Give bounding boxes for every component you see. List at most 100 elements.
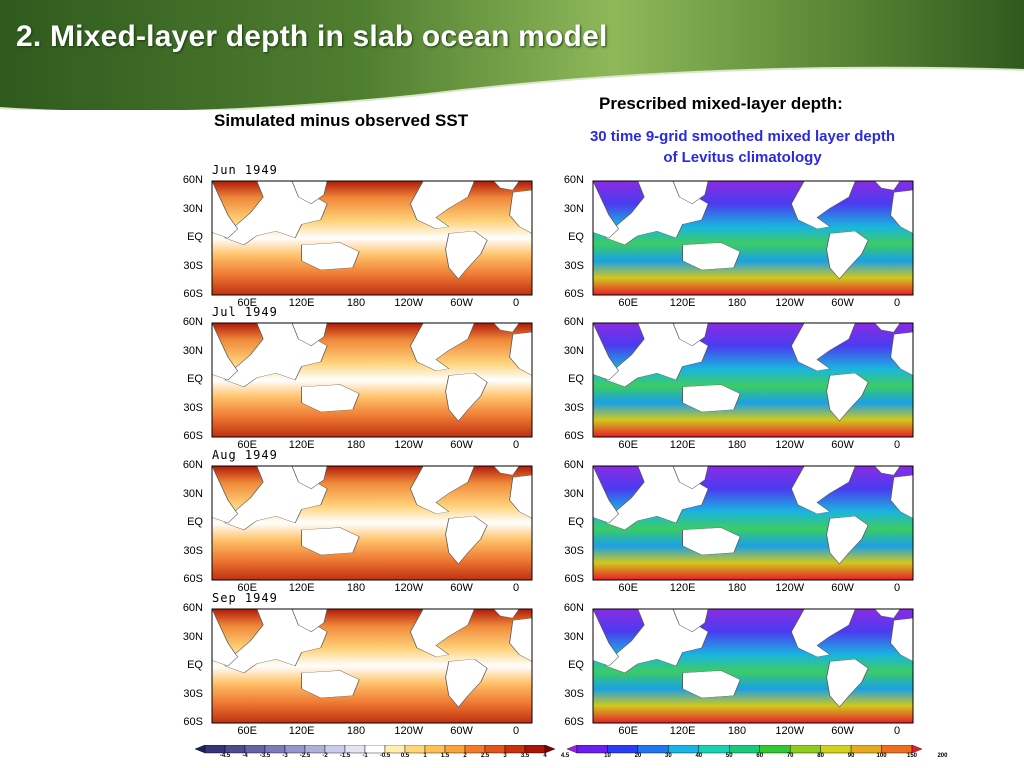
colorbar-tick-label: 70 xyxy=(786,753,794,759)
colorbar-segment xyxy=(484,744,506,754)
land-mask xyxy=(826,658,869,708)
colorbar-segment xyxy=(759,744,791,754)
lon-tick-label: 60E xyxy=(618,297,638,309)
mld-map-panel: 60N 30N EQ 30S 60S 60E 120E 180 120W 60W 0 xyxy=(548,591,928,745)
lon-tick-label: 0 xyxy=(512,582,520,594)
lon-tick-label: 120W xyxy=(775,439,805,451)
lat-tick-label: 60S xyxy=(564,573,584,585)
lon-tick-label: 0 xyxy=(893,582,901,594)
lat-tick-label: 30S xyxy=(564,544,584,557)
colorbar-segment xyxy=(444,744,466,754)
lon-tick-label: 120E xyxy=(669,582,696,594)
colorbar-graphic xyxy=(194,744,556,754)
lon-tick-label: 60E xyxy=(618,439,638,451)
map-frame xyxy=(211,180,533,296)
lon-tick-label: 0 xyxy=(893,725,901,737)
colorbar-tick-label: 20 xyxy=(634,753,642,759)
lon-tick-label: 60E xyxy=(237,439,257,451)
land-mask xyxy=(509,331,533,376)
land-mask xyxy=(682,384,741,413)
lat-tick-label: 60S xyxy=(183,288,203,300)
colorbar-tick-label: 0.5 xyxy=(400,753,410,759)
lon-tick-label: 60E xyxy=(237,725,257,737)
colorbar-segment xyxy=(729,744,760,754)
lat-tick-label: 30N xyxy=(182,344,203,357)
colorbar-segment xyxy=(464,744,486,754)
subtitle-line-2: of Levitus climatology xyxy=(663,149,822,166)
land-mask xyxy=(509,617,533,662)
lon-tick-label: 120W xyxy=(394,725,424,737)
land-mask xyxy=(301,527,360,556)
lon-tick-label: 120W xyxy=(775,725,805,737)
colorbar-tick-label: 1 xyxy=(423,753,427,759)
colorbar-graphic xyxy=(566,744,923,754)
lon-tick-label: 0 xyxy=(893,439,901,451)
colorbar-tick-label: 2.5 xyxy=(480,753,490,759)
colorbar-tick-label: -2 xyxy=(322,753,328,759)
lat-tick-label: 30N xyxy=(563,344,584,357)
colorbar-segment xyxy=(576,744,608,754)
lon-tick-label: 120E xyxy=(288,297,315,309)
month-label: Jun 1949 xyxy=(212,163,278,177)
lon-tick-label: 180 xyxy=(346,582,366,594)
map-frame xyxy=(592,322,914,438)
land-mask xyxy=(409,465,475,515)
lon-tick-label: 120E xyxy=(669,439,696,451)
land-mask xyxy=(890,331,914,376)
colorbar-segment xyxy=(324,744,346,754)
lat-tick-label: 30N xyxy=(182,630,203,643)
land-mask xyxy=(790,608,856,658)
lon-tick-label: 60E xyxy=(618,582,638,594)
colorbar-segment xyxy=(566,744,578,754)
land-mask xyxy=(409,608,475,658)
lon-tick-label: 120W xyxy=(394,439,424,451)
lat-tick-label: 60S xyxy=(183,430,203,442)
colorbar-tick-label: -4.5 xyxy=(219,753,231,759)
colorbar-tick-label: 2 xyxy=(463,753,467,759)
land-mask xyxy=(682,242,741,271)
header-background xyxy=(0,0,1024,110)
colorbar-tick-label: -2.5 xyxy=(299,753,311,759)
lat-tick-label: 30S xyxy=(183,401,203,414)
lat-tick-label: EQ xyxy=(568,516,584,528)
land-mask xyxy=(790,180,856,230)
subtitle-line-1: 30 time 9-grid smoothed mixed layer dept… xyxy=(589,128,896,145)
mld-map-panel: 60N 30N EQ 30S 60S 60E 120E 180 120W 60W 0 xyxy=(548,305,928,459)
lon-tick-label: 60W xyxy=(450,725,473,737)
map-frame xyxy=(211,465,533,581)
land-mask xyxy=(301,384,360,413)
colorbar-segment xyxy=(364,744,386,754)
sst-map-graphic xyxy=(211,465,533,581)
colorbar-segment xyxy=(344,744,366,754)
colorbar-tick-label: 4 xyxy=(543,753,547,759)
colorbar-segment xyxy=(384,744,406,754)
lon-tick-label: 60W xyxy=(831,297,854,309)
lon-tick-label: 120W xyxy=(394,582,424,594)
lat-tick-label: 30S xyxy=(183,687,203,700)
colorbar-segment xyxy=(194,744,206,754)
colorbar-segment xyxy=(850,744,882,754)
lat-tick-label: EQ xyxy=(187,516,203,528)
lat-tick-label: 30N xyxy=(563,630,584,643)
lon-tick-label: 120W xyxy=(775,297,805,309)
colorbar-tick-label: -0.5 xyxy=(379,753,391,759)
mld-map-panel: 60N 30N EQ 30S 60S 60E 120E 180 120W 60W 0 xyxy=(548,163,928,317)
month-label: Jul 1949 xyxy=(212,305,278,319)
lat-tick-label: 60S xyxy=(564,716,584,728)
colorbar-segment xyxy=(911,744,923,754)
colorbar-tick-label: -1.5 xyxy=(339,753,351,759)
sst-map-graphic xyxy=(211,180,533,296)
lat-tick-label: 30S xyxy=(564,401,584,414)
map-frame xyxy=(211,322,533,438)
lon-tick-label: 60W xyxy=(450,297,473,309)
lon-tick-label: 120E xyxy=(669,297,696,309)
land-mask xyxy=(826,515,869,565)
land-mask xyxy=(509,189,533,234)
lat-tick-label: EQ xyxy=(187,659,203,671)
lat-tick-label: 60S xyxy=(183,573,203,585)
left-column-title: Simulated minus observed SST xyxy=(214,111,469,130)
colorbar-tick-label: 40 xyxy=(695,753,703,759)
colorbar-segment xyxy=(304,744,326,754)
lat-tick-label: EQ xyxy=(568,373,584,385)
land-mask xyxy=(890,189,914,234)
